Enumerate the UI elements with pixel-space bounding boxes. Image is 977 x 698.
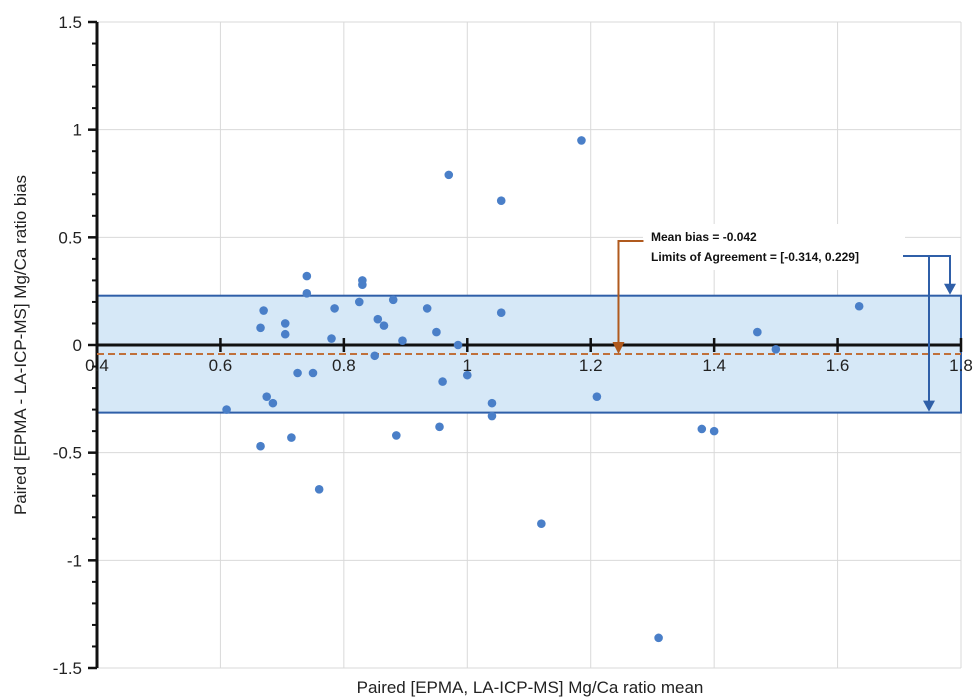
data-point — [256, 441, 265, 451]
data-point — [302, 289, 312, 298]
mean-bias-arrowhead — [612, 342, 625, 355]
data-point — [435, 422, 444, 432]
data-points — [222, 136, 864, 643]
x-tick-label: 0.8 — [332, 356, 356, 375]
data-point — [487, 411, 497, 421]
data-point — [373, 314, 383, 324]
data-point — [388, 295, 398, 305]
data-point — [592, 392, 602, 401]
data-point — [444, 170, 454, 180]
data-point — [753, 327, 762, 337]
data-point — [256, 323, 265, 333]
data-point — [222, 405, 231, 414]
data-point — [771, 345, 781, 354]
limits-of-agreement-annotation: Limits of Agreement = [-0.314, 0.229] — [651, 250, 859, 264]
annotation-box — [643, 224, 905, 270]
x-tick-label: 1.4 — [702, 356, 726, 375]
data-point — [262, 392, 272, 401]
data-point — [496, 308, 506, 318]
y-axis-title: Paired [EPMA - LA-ICP-MS] Mg/Ca ratio bi… — [11, 175, 30, 515]
data-point — [302, 271, 312, 281]
x-tick-label: 1.8 — [949, 356, 973, 375]
data-point — [330, 304, 339, 313]
mean-bias-arrow-line — [617, 240, 644, 347]
axes — [88, 20, 963, 670]
upper-limit-arrow-line — [903, 255, 951, 286]
y-tick-label: -0.5 — [53, 444, 82, 463]
data-point — [293, 368, 302, 378]
y-tick-label: 0 — [73, 336, 82, 355]
y-tick-label: 0.5 — [58, 228, 82, 247]
data-point — [392, 431, 401, 440]
data-point — [438, 377, 447, 386]
data-point — [358, 276, 367, 285]
data-point — [453, 340, 463, 350]
data-point — [314, 484, 324, 494]
y-tick-label: -1 — [67, 551, 82, 570]
annotations: Mean bias = -0.042 Limits of Agreement =… — [612, 224, 956, 412]
mean-bias-annotation: Mean bias = -0.042 — [651, 230, 757, 244]
data-point — [327, 334, 336, 343]
data-point — [398, 336, 407, 345]
data-point — [854, 301, 864, 311]
x-axis-title: Paired [EPMA, LA-ICP-MS] Mg/Ca ratio mea… — [357, 678, 704, 697]
x-tick-label: 1 — [463, 356, 472, 375]
data-point — [268, 398, 278, 408]
x-tick-label: 0.4 — [85, 356, 109, 375]
data-point — [487, 398, 497, 408]
x-tick-label: 1.2 — [579, 356, 603, 375]
data-point — [280, 319, 290, 328]
data-point — [259, 306, 268, 315]
upper-limit-arrowhead — [944, 283, 956, 295]
lower-limit-arrowhead — [923, 400, 935, 412]
data-point — [308, 368, 318, 378]
data-point — [287, 433, 296, 442]
data-point — [462, 370, 472, 380]
x-tick-label: 1.6 — [826, 356, 850, 375]
data-point — [709, 426, 719, 436]
data-point — [432, 327, 441, 337]
data-point — [370, 351, 380, 361]
data-point — [280, 329, 290, 339]
data-point — [697, 424, 707, 434]
y-tick-label: -1.5 — [53, 659, 82, 678]
y-tick-label: 1 — [73, 121, 82, 140]
data-point — [654, 633, 663, 643]
data-point — [379, 321, 389, 330]
data-point — [496, 196, 506, 206]
data-point — [354, 297, 364, 307]
data-point — [422, 304, 432, 313]
y-tick-label: 1.5 — [58, 13, 82, 32]
data-point — [577, 136, 586, 145]
tick-labels: 1.5 1 0.5 0 -0.5 -1 -1.5 0.4 0.6 0.8 1 1.2 1.4 1.6 1.8 — [53, 13, 973, 678]
x-tick-label: 0.6 — [209, 356, 233, 375]
data-point — [537, 519, 546, 529]
